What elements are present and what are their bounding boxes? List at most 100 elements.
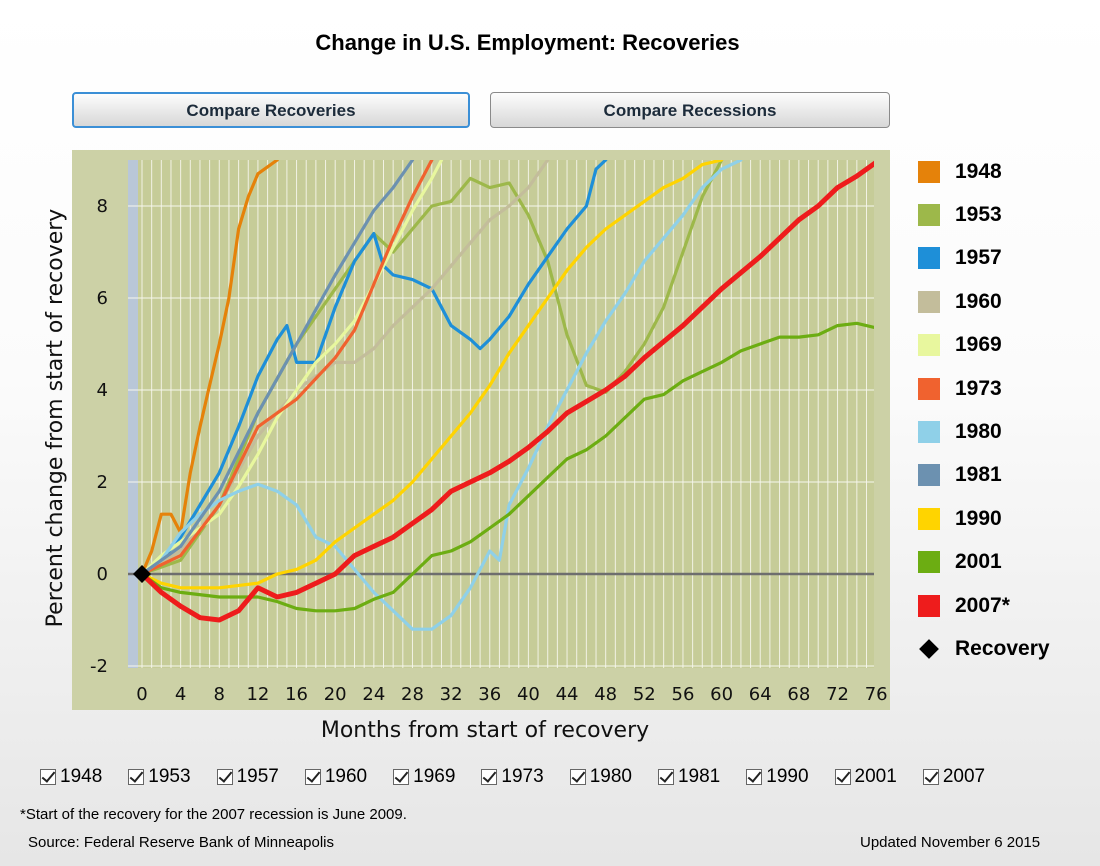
x-tick-label: 36 xyxy=(478,684,501,705)
checkmark-icon[interactable] xyxy=(393,769,410,785)
legend-swatch xyxy=(918,334,940,357)
diamond-icon xyxy=(919,639,939,659)
y-tick-labels: -2 0 2 4 6 8 xyxy=(90,196,108,677)
series-checkbox-2001[interactable]: 2001 xyxy=(834,766,897,788)
x-tick-label: 56 xyxy=(672,684,695,705)
x-tick-label: 72 xyxy=(826,684,849,705)
legend-label: 1948 xyxy=(955,159,1002,183)
checkbox-label: 1960 xyxy=(324,766,368,787)
checkmark-icon[interactable] xyxy=(657,769,674,785)
series-checkbox-1973[interactable]: 1973 xyxy=(481,766,544,788)
x-tick-label: 8 xyxy=(214,684,225,705)
series-checkbox-1960[interactable]: 1960 xyxy=(304,766,368,788)
checkbox-label: 1973 xyxy=(501,766,544,787)
legend: 1948 1953 1957 1960 1969 1973 1980 1981 1990 2001… xyxy=(918,150,1098,671)
y-axis-label: Percent change from start of recovery xyxy=(43,209,68,628)
checkmark-icon[interactable] xyxy=(40,769,56,785)
legend-item: 2007* xyxy=(918,584,1098,627)
grid xyxy=(128,160,874,668)
y-tick-label: 4 xyxy=(97,380,108,401)
compare-recessions-button[interactable]: Compare Recessions xyxy=(490,92,890,128)
checkmark-icon[interactable] xyxy=(128,769,145,785)
x-tick-label: 48 xyxy=(594,684,617,705)
legend-swatch xyxy=(918,594,940,617)
series-checkbox-1980[interactable]: 1980 xyxy=(569,766,632,788)
checkbox-label: 1990 xyxy=(766,766,809,787)
negative-x-band xyxy=(128,160,138,668)
series-checkbox-2007[interactable]: 2007 xyxy=(922,766,985,788)
legend-item: 1969 xyxy=(918,324,1098,367)
legend-label: 2001 xyxy=(955,550,1002,574)
x-tick-label: 32 xyxy=(440,684,463,705)
legend-item: 1957 xyxy=(918,237,1098,280)
updated-date: Updated November 6 2015 xyxy=(860,834,1041,851)
x-tick-label: 44 xyxy=(556,684,579,705)
legend-item: 1981 xyxy=(918,454,1098,497)
legend-item: 2001 xyxy=(918,541,1098,584)
legend-item: 1948 xyxy=(918,150,1098,193)
checkmark-icon[interactable] xyxy=(304,769,321,785)
legend-label: Recovery xyxy=(955,636,1050,660)
checkbox-label: 1957 xyxy=(236,766,279,787)
checkbox-label: 1969 xyxy=(413,766,456,787)
recovery-marker xyxy=(133,565,151,583)
plot-area xyxy=(128,160,874,668)
legend-label: 1981 xyxy=(955,463,1002,487)
x-tick-labels: 0 4 8 12 16 20 24 28 32 36 40 44 48 52 56 60 64 68 72 76 xyxy=(136,684,887,705)
x-tick-label: 60 xyxy=(710,684,733,705)
compare-recoveries-button[interactable]: Compare Recoveries xyxy=(72,92,470,128)
series-checkboxes: 1948 1953 1957 1960 1969 1973 1980 1981 1990 2001… xyxy=(40,766,1080,788)
series-checkbox-1948[interactable]: 1948 xyxy=(40,766,102,788)
x-tick-label: 20 xyxy=(324,684,347,705)
checkbox-label: 1953 xyxy=(148,766,191,787)
x-tick-label: 12 xyxy=(246,684,269,705)
x-tick-label: 28 xyxy=(401,684,424,705)
legend-item: 1953 xyxy=(918,193,1098,236)
y-tick-label: 8 xyxy=(97,196,108,217)
series-checkbox-1953[interactable]: 1953 xyxy=(128,766,191,788)
legend-item: 1960 xyxy=(918,280,1098,323)
x-axis-label: Months from start of recovery xyxy=(321,718,649,743)
series-checkbox-1981[interactable]: 1981 xyxy=(657,766,720,788)
series-line-1969 xyxy=(140,160,444,576)
x-tick-label: 76 xyxy=(865,684,888,705)
series-line-1973 xyxy=(140,160,434,576)
series-checkbox-1969[interactable]: 1969 xyxy=(393,766,455,788)
legend-label: 1960 xyxy=(955,289,1002,313)
legend-swatch xyxy=(918,247,940,270)
legend-swatch xyxy=(918,160,940,183)
checkmark-icon[interactable] xyxy=(481,769,498,785)
checkmark-icon[interactable] xyxy=(746,769,763,785)
legend-swatch xyxy=(918,421,940,444)
checkmark-icon[interactable] xyxy=(834,769,851,785)
y-tick-label: -2 xyxy=(90,656,108,677)
legend-label: 1980 xyxy=(955,420,1002,444)
series-checkbox-1990[interactable]: 1990 xyxy=(746,766,809,788)
series-line-1948 xyxy=(140,160,279,576)
legend-swatch xyxy=(918,464,940,487)
legend-swatch xyxy=(918,290,940,313)
x-tick-label: 64 xyxy=(749,684,772,705)
x-tick-label: 16 xyxy=(285,684,308,705)
x-tick-label: 0 xyxy=(136,684,147,705)
series-layer xyxy=(139,160,874,631)
source-note: Source: Federal Reserve Bank of Minneapo… xyxy=(28,834,334,851)
legend-label: 1957 xyxy=(955,246,1002,270)
checkbox-label: 2001 xyxy=(854,766,897,787)
legend-item: 1980 xyxy=(918,410,1098,453)
legend-item: 1973 xyxy=(918,367,1098,410)
y-tick-label: 0 xyxy=(97,564,108,585)
legend-item: 1990 xyxy=(918,497,1098,540)
checkmark-icon[interactable] xyxy=(922,769,939,785)
checkmark-icon[interactable] xyxy=(569,769,586,785)
series-checkbox-1957[interactable]: 1957 xyxy=(216,766,279,788)
legend-label: 1990 xyxy=(955,506,1002,530)
series-line-2001 xyxy=(140,321,874,613)
y-tick-label: 2 xyxy=(97,472,108,493)
x-tick-label: 4 xyxy=(175,684,186,705)
legend-swatch xyxy=(918,204,940,227)
checkmark-icon[interactable] xyxy=(216,769,233,785)
legend-swatch xyxy=(918,551,940,574)
legend-label: 2007* xyxy=(955,593,1010,617)
